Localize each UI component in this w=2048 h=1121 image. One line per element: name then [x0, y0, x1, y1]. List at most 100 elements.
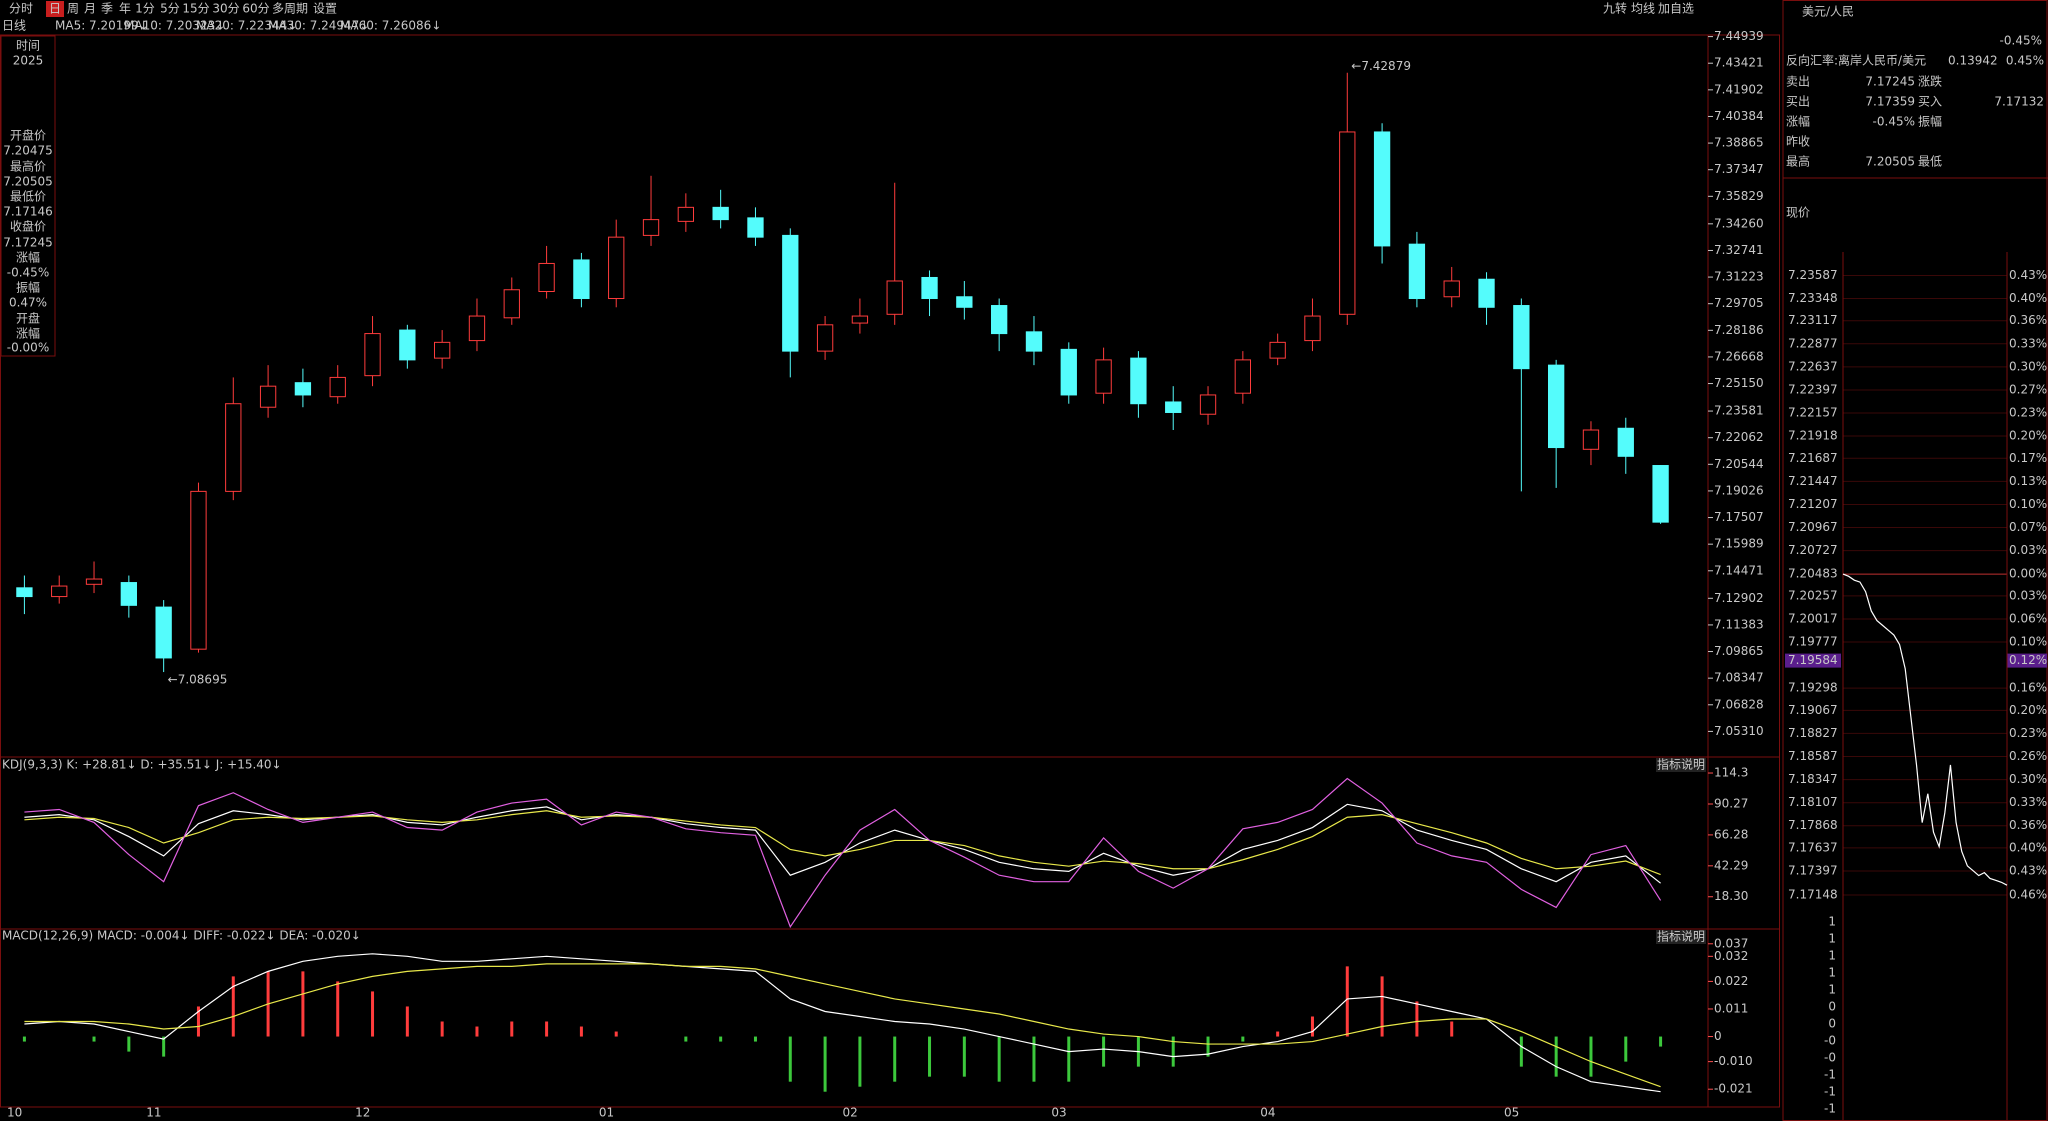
y-tick-label: 7.41902: [1714, 82, 1764, 96]
lower-tick: 1: [1828, 915, 1836, 929]
lower-tick: -1: [1824, 1085, 1836, 1099]
info-item: 0.47%: [9, 296, 47, 310]
ma-legend: MA30: 7.24947↓: [268, 19, 369, 33]
pct-label: 0.27%: [2009, 382, 2047, 396]
candle-body: [190, 490, 207, 650]
help-button-text[interactable]: 指标说明: [1657, 929, 1705, 944]
y-tick-label: 7.17868: [1788, 818, 1838, 832]
toolbar-item[interactable]: 月: [84, 2, 96, 16]
candle-body: [1269, 341, 1286, 359]
current-marker: [1785, 653, 1841, 668]
pct-label: 0.36%: [2009, 818, 2047, 832]
candle-body: [886, 280, 903, 315]
y-tick-label: 7.19298: [1788, 681, 1838, 695]
y-tick-label: 7.12902: [1714, 591, 1764, 605]
x-tick-label: 10: [7, 1106, 22, 1120]
toolbar-item[interactable]: 5分: [160, 2, 180, 16]
y-tick-label: -0.021: [1714, 1082, 1753, 1096]
toolbar-item[interactable]: 年: [119, 2, 131, 16]
toolbar-item[interactable]: 分时: [9, 2, 33, 16]
line: [24, 953, 1661, 1093]
y-tick-label: 7.22877: [1788, 336, 1838, 350]
info-item: -0.45%: [7, 266, 49, 280]
toolbar-item[interactable]: 九转: [1603, 1, 1627, 16]
y-tick-label: 7.22157: [1788, 406, 1838, 420]
candle-body: [1513, 305, 1530, 370]
y-tick-label: 0.011: [1714, 1001, 1748, 1015]
pct-label: 0.06%: [2009, 611, 2047, 625]
y-tick-label: 7.17397: [1788, 864, 1838, 878]
toolbar-item[interactable]: 60分: [242, 2, 269, 16]
ma-legend: MA60: 7.26086↓: [340, 19, 441, 33]
x-tick-label: 11: [146, 1106, 161, 1120]
y-tick-label: 7.22637: [1788, 359, 1838, 373]
toolbar-item[interactable]: 加自选: [1658, 2, 1694, 16]
side-row-item: 涨幅: [1786, 114, 1810, 129]
candle-body: [503, 289, 520, 319]
y-tick-label: 90.27: [1714, 796, 1748, 810]
y-tick-label: 7.29705: [1714, 296, 1764, 310]
y-tick-label: 7.21687: [1788, 451, 1838, 465]
y-tick-label: 7.18827: [1788, 726, 1838, 740]
y-tick-label: 7.35829: [1714, 189, 1764, 203]
y-tick-label: 7.28186: [1714, 323, 1764, 337]
toolbar-item[interactable]: 30分: [212, 2, 239, 16]
y-tick-label: 7.19026: [1714, 483, 1764, 497]
y-tick-label: 7.34260: [1714, 216, 1764, 230]
toolbar-active: [46, 1, 64, 17]
help-button[interactable]: [1656, 930, 1706, 944]
pct-label: 0.30%: [2009, 359, 2047, 373]
y-tick-label: -0.010: [1714, 1054, 1753, 1068]
current-marker: [2007, 653, 2047, 668]
ma-legend: MA10: 7.20323↓: [124, 19, 225, 33]
lower-tick: -1: [1824, 1068, 1836, 1082]
lower-tick: 1: [1828, 949, 1836, 963]
help-button-text[interactable]: 指标说明: [1657, 757, 1705, 772]
lower-tick: 1: [1828, 966, 1836, 980]
side-title: 美元/人民: [1802, 5, 1854, 19]
toolbar-item[interactable]: 日: [49, 2, 61, 16]
side-row-item: 涨跌: [1918, 74, 1942, 89]
main-frame: [0, 34, 1780, 1108]
toolbar-item[interactable]: 多周期: [272, 2, 308, 16]
toolbar-item[interactable]: 周: [67, 2, 79, 16]
line: [24, 777, 1662, 929]
toolbar-item[interactable]: 季: [101, 2, 113, 16]
y-tick-label: 7.11383: [1714, 617, 1764, 631]
candle-body: [816, 324, 834, 352]
info-item: 振幅: [16, 280, 40, 295]
info-item: 开盘价: [10, 128, 46, 143]
y-tick-label: 7.26668: [1714, 349, 1764, 363]
pct-label: 0.33%: [2009, 795, 2047, 809]
toolbar-item[interactable]: 均线: [1631, 2, 1655, 16]
side-row-item: 振幅: [1918, 114, 1942, 129]
y-tick-label: 7.20967: [1788, 520, 1838, 534]
side-change: -0.45%: [2000, 34, 2042, 48]
y-tick-label: 7.44939: [1714, 29, 1764, 43]
y-tick-label: 7.23581: [1714, 404, 1764, 418]
toolbar-item[interactable]: 1分: [135, 2, 155, 16]
y-tick-label: 7.38865: [1714, 136, 1764, 150]
toolbar-item[interactable]: 15分: [182, 2, 209, 16]
y-tick-label: 7.40384: [1714, 109, 1764, 123]
x-tick-label: 12: [355, 1106, 370, 1120]
candle-body: [1339, 131, 1356, 315]
y-tick-label: 0.037: [1714, 936, 1748, 950]
side-row-item: -0.45%: [1873, 115, 1915, 129]
y-tick-label: 0: [1714, 1029, 1722, 1043]
y-tick-label: 7.18587: [1788, 749, 1838, 763]
y-tick-label: 114.3: [1714, 766, 1748, 780]
side-reverse-change: 0.45%: [2006, 54, 2044, 68]
candle-body: [1025, 331, 1043, 352]
info-item: 2025: [13, 54, 44, 68]
pct-label: 0.26%: [2009, 749, 2047, 763]
candle-body: [851, 315, 869, 324]
toolbar-item[interactable]: 设置: [313, 2, 337, 16]
candle-body: [1165, 401, 1182, 413]
help-button[interactable]: [1656, 758, 1706, 772]
pct-label: 0.10%: [2009, 635, 2047, 649]
candle-body: [16, 587, 33, 598]
candle-body: [85, 578, 103, 585]
annotation: ←7.08695: [168, 673, 228, 687]
